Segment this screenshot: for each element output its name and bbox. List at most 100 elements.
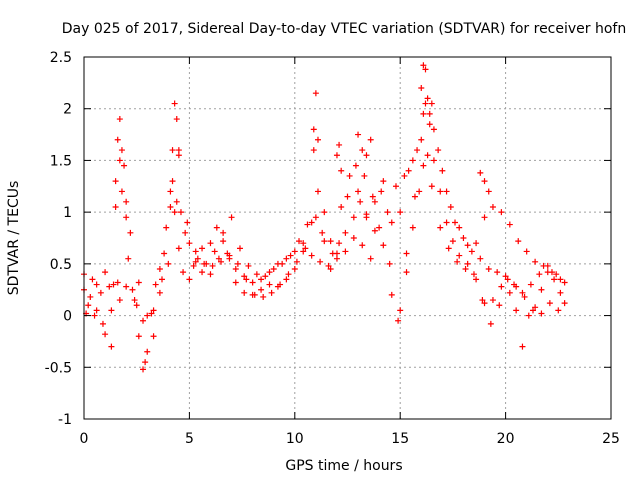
data-point [481,300,488,307]
data-point [477,255,484,262]
data-point [245,262,252,269]
data-point [314,188,321,195]
data-point [496,302,503,309]
y-tick-label: -1 [58,412,72,428]
y-tick-label: 1 [63,205,72,221]
data-point [424,95,431,102]
data-point [199,245,206,252]
data-point [513,307,520,314]
data-point [454,258,461,265]
data-point [123,198,130,205]
data-point [283,255,290,262]
data-point [468,248,475,255]
data-point [506,221,513,228]
series-trace-5 [112,62,492,205]
data-point [152,281,159,288]
data-point [310,147,317,154]
data-point [485,266,492,273]
data-point [87,293,94,300]
data-point [416,188,423,195]
data-point [110,281,117,288]
data-point [215,255,222,262]
data-point [426,110,433,117]
data-point [177,209,184,216]
data-point [464,242,471,249]
data-point [211,248,218,255]
data-point [357,198,364,205]
data-point [546,300,553,307]
data-point [192,258,199,265]
data-point [220,229,227,236]
data-point [108,307,115,314]
series-trace-3 [85,100,564,319]
data-point [308,252,315,259]
data-point [494,269,501,276]
data-point [333,255,340,262]
data-point [380,178,387,185]
data-point [241,273,248,280]
data-point [380,242,387,249]
data-point [371,198,378,205]
data-point [213,224,220,231]
data-point [430,126,437,133]
data-point [186,276,193,283]
data-point [325,262,332,269]
data-point [350,214,357,221]
data-point [129,286,136,293]
data-point [262,273,269,280]
y-tick-label: -0.5 [45,360,72,376]
data-point [234,260,241,267]
data-point [300,248,307,255]
data-point [352,162,359,169]
data-point [386,260,393,267]
data-point [538,286,545,293]
data-point [426,121,433,128]
data-point [321,209,328,216]
data-point [260,293,267,300]
series-trace-2 [81,121,568,324]
data-point [561,279,568,286]
data-point [171,209,178,216]
data-point [464,260,471,267]
data-point [218,258,225,265]
data-point [194,255,201,262]
data-point [485,188,492,195]
data-point [173,198,180,205]
series-trace-1 [81,152,568,373]
data-point [403,250,410,257]
data-point [184,219,191,226]
data-point [156,266,163,273]
data-point [397,307,404,314]
data-point [504,276,511,283]
data-point [253,271,260,278]
data-point [359,147,366,154]
x-tick-label: 20 [497,431,515,447]
plot-frame [83,56,612,420]
data-point [175,147,182,154]
data-point [355,188,362,195]
data-point [310,126,317,133]
data-point [420,162,427,169]
data-point [186,240,193,247]
data-point [93,307,100,314]
data-point [403,269,410,276]
data-point [443,219,450,226]
data-point [333,152,340,159]
data-point [173,116,180,123]
data-point [226,252,233,259]
data-point [158,276,165,283]
x-tick-label: 15 [391,431,409,447]
data-point [525,312,532,319]
y-tick-label: 2 [63,102,72,118]
data-point [538,310,545,317]
data-point [498,209,505,216]
data-point [363,152,370,159]
data-point [420,62,427,69]
data-point [532,304,539,311]
data-point [344,193,351,200]
data-point [414,147,421,154]
data-point [314,136,321,143]
data-point [293,258,300,265]
data-point [112,203,119,210]
x-axis-label: GPS time / hours [285,458,402,474]
